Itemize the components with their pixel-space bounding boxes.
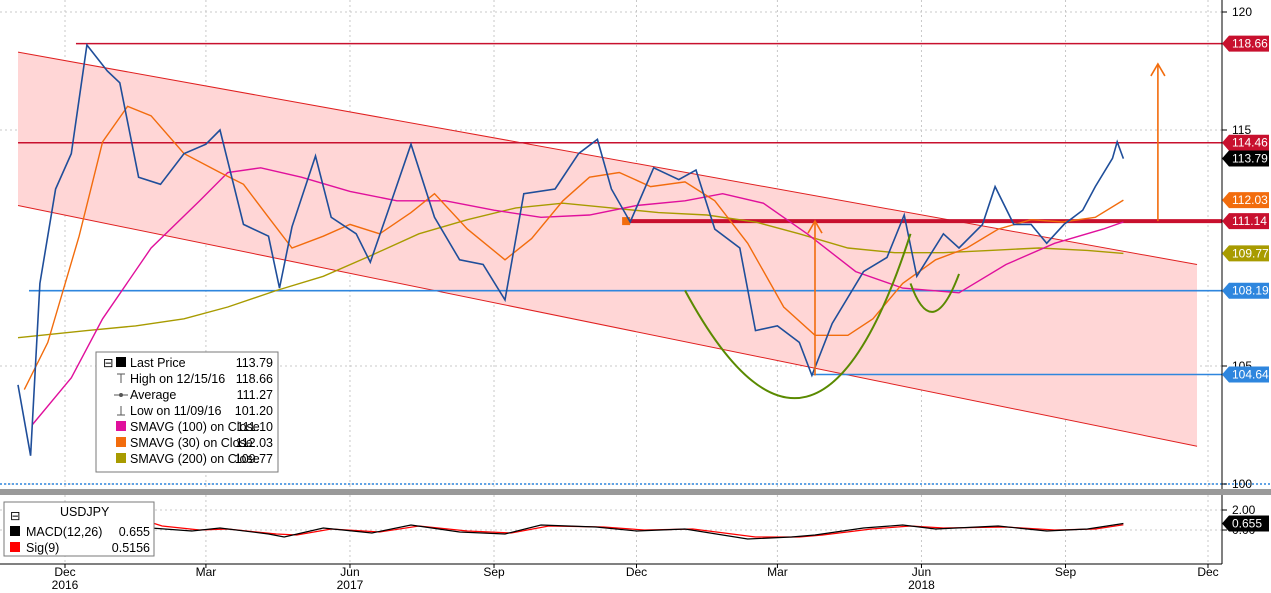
macd-y-axis: 2.000.000.655 <box>1221 495 1269 564</box>
macd-legend-value: 0.5156 <box>112 541 150 555</box>
price-badge <box>1222 150 1269 167</box>
legend-label: Average <box>130 388 176 402</box>
price-legend: ⊟ Last Price 113.79 High on 12/15/16 118.66… <box>95 351 279 473</box>
x-tick-label: Dec <box>1197 565 1218 579</box>
arrow-head <box>807 219 823 234</box>
price-badge-label: 112.03 <box>1232 193 1268 207</box>
y-tick-label: 115 <box>1232 123 1251 137</box>
price-badge <box>1222 134 1269 151</box>
legend-value: 113.79 <box>236 356 273 370</box>
high-icon <box>117 373 125 383</box>
price-badge <box>1222 282 1269 299</box>
legend-label: Low on 11/09/16 <box>130 404 222 418</box>
signal-series <box>17 513 1124 538</box>
y-tick-label: 100 <box>1232 477 1252 491</box>
price-badge <box>1222 245 1269 262</box>
macd-ticker-label: USDJPY <box>60 505 110 519</box>
macd-legend-label: MACD(12,26) <box>26 525 102 539</box>
macd-legend-collapse-icon[interactable]: ⊟ <box>10 509 20 523</box>
horizontal-levels <box>0 42 1271 485</box>
price-badge <box>1222 366 1269 383</box>
legend-value: 118.66 <box>236 372 273 386</box>
price-badge <box>1222 213 1269 230</box>
x-tick-label: Jun <box>912 565 931 579</box>
macd-y-tick-label: 2.00 <box>1232 503 1256 517</box>
sma30-series <box>23 105 1124 390</box>
y-tick-label: 120 <box>1232 5 1252 19</box>
legend-box <box>95 351 279 473</box>
handle-curve <box>909 273 960 313</box>
average-icon <box>114 393 128 397</box>
x-tick-label: Mar <box>196 565 217 579</box>
sma100-series <box>31 167 1124 426</box>
x-year-label: 2016 <box>52 578 79 592</box>
macd-legend-swatch <box>10 542 20 552</box>
legend-label: SMAVG (30) on Close <box>130 436 253 450</box>
price-series <box>17 43 1125 456</box>
price-badge-label: 114.46 <box>1232 136 1268 150</box>
arrow-head <box>1150 62 1166 77</box>
legend-collapse-icon[interactable]: ⊟ <box>103 356 113 370</box>
macd-badge <box>1222 515 1269 532</box>
legend-value: 111.27 <box>237 388 273 402</box>
pattern-annotations <box>684 62 1166 400</box>
macd-badge-label: 0.655 <box>1232 516 1262 530</box>
legend-swatch <box>116 421 126 431</box>
legend-value: 112.03 <box>236 436 273 450</box>
legend-swatch <box>116 437 126 447</box>
panel-separator[interactable] <box>0 489 1271 495</box>
macd-legend-value: 0.655 <box>119 525 150 539</box>
x-tick-label: Mar <box>767 565 788 579</box>
macd-legend-box <box>3 501 155 557</box>
legend-swatch <box>116 357 126 367</box>
x-tick-label: Sep <box>1055 565 1077 579</box>
macd-legend-label: Sig(9) <box>26 541 59 555</box>
x-tick-label: Sep <box>483 565 505 579</box>
macd-legend-swatch <box>10 526 20 536</box>
legend-value: 109.77 <box>235 452 273 466</box>
price-badge <box>1222 35 1269 52</box>
macd-series <box>17 510 1124 540</box>
x-year-label: 2017 <box>337 578 364 592</box>
price-badge-label: 111.14 <box>1232 214 1267 228</box>
legend-value: 101.20 <box>235 404 273 418</box>
legend-label: SMAVG (200) on Close <box>130 452 260 466</box>
price-badge-label: 113.79 <box>1232 152 1268 166</box>
channel-lower-line <box>17 205 1198 447</box>
price-badge-label: 104.64 <box>1232 367 1269 381</box>
macd-legend: ⊟ USDJPY MACD(12,26) 0.655 Sig(9) 0.5156 <box>3 501 155 557</box>
legend-label: SMAVG (100) on Close <box>130 420 260 434</box>
x-tick-label: Dec <box>54 565 75 579</box>
sma200-series <box>17 202 1124 339</box>
x-year-label: 2018 <box>908 578 935 592</box>
price-y-axis: 120115105100118.66114.46113.79112.03111.… <box>1221 0 1269 491</box>
legend-value: 111.10 <box>237 420 273 434</box>
price-badge <box>1222 192 1269 209</box>
trend-channel <box>18 52 1197 447</box>
level-marker <box>622 217 631 226</box>
x-tick-label: Jun <box>340 565 359 579</box>
price-badge-label: 118.66 <box>1232 37 1268 51</box>
legend-label: High on 12/15/16 <box>130 372 225 386</box>
x-tick-label: Dec <box>626 565 647 579</box>
price-badge-label: 109.77 <box>1232 246 1269 260</box>
macd-panel: 2.000.000.655 <box>0 495 1269 564</box>
legend-label: Last Price <box>130 356 186 370</box>
low-icon <box>117 406 125 416</box>
legend-swatch <box>116 453 126 463</box>
price-badge-label: 108.19 <box>1232 284 1269 298</box>
cup-curve <box>684 233 912 400</box>
